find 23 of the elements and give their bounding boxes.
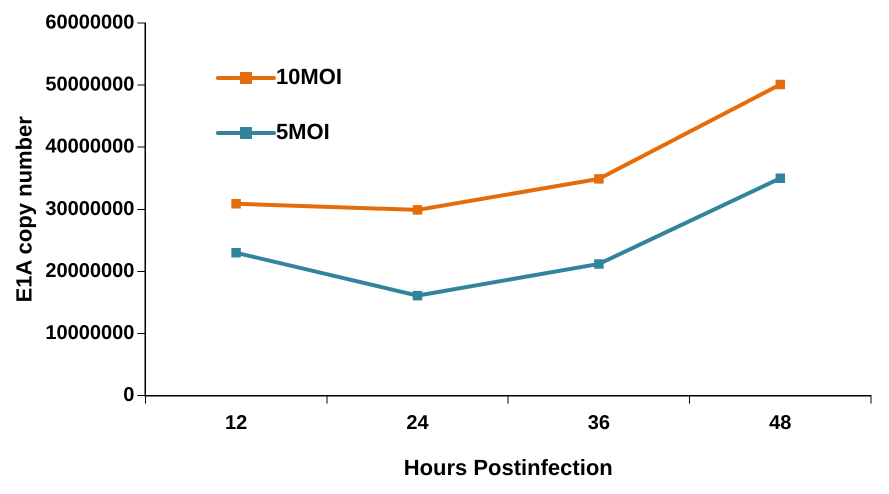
x-tick-label: 24	[406, 412, 430, 434]
point	[231, 198, 241, 208]
y-tick-label: 50000000	[45, 74, 134, 96]
point	[412, 205, 422, 215]
y-tick-label: 20000000	[45, 260, 134, 282]
legend-label: 5MOI	[276, 119, 330, 144]
point	[776, 174, 786, 183]
point	[231, 248, 241, 258]
y-tick-label: 40000000	[45, 136, 134, 158]
y-tick-label: 0	[123, 384, 134, 406]
x-tick-label: 48	[769, 412, 792, 434]
point	[412, 290, 422, 300]
y-tick-label: 60000000	[45, 12, 134, 34]
point	[776, 80, 786, 90]
x-tick-label: 36	[588, 412, 610, 434]
y-axis-title: E1A copy number	[11, 116, 36, 302]
point	[594, 259, 604, 269]
legend-label: 10MOI	[276, 64, 342, 90]
x-axis-title: Hours Postinfection	[404, 454, 613, 480]
y-tick-label: 10000000	[45, 322, 134, 344]
point	[594, 174, 604, 184]
y-tick-label: 30000000	[45, 198, 134, 220]
x-tick-label: 12	[224, 412, 248, 434]
